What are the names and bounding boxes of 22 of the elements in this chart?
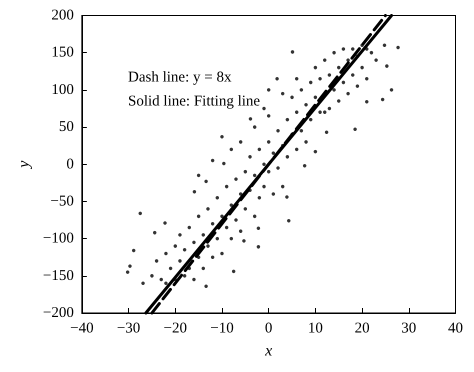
x-tick-label: 40: [448, 320, 463, 336]
y-tick-label: −100: [42, 230, 74, 247]
x-tick-label: −10: [210, 320, 234, 336]
x-tick-label: −20: [164, 320, 188, 336]
y-axis-title: y: [16, 160, 32, 170]
y-tick-label: −150: [42, 268, 74, 284]
y-tick-label: 0: [66, 156, 74, 172]
x-tick-label: 30: [401, 320, 416, 336]
annotation: Solid line: Fitting line: [128, 94, 260, 110]
x-axis-title: x: [264, 342, 272, 360]
x-tick-label: 0: [264, 320, 272, 336]
y-tick-label: −50: [50, 193, 74, 210]
x-tick-label: 20: [354, 320, 370, 336]
annotation: Dash line: y = 8x: [128, 70, 232, 86]
y-tick-label: 150: [51, 44, 74, 61]
y-tick-label: 100: [51, 82, 74, 98]
x-tick-label: 10: [308, 320, 323, 336]
y-tick-label: 200: [51, 8, 74, 24]
y-tick-label: 50: [58, 119, 74, 136]
x-tick-label: −30: [116, 320, 140, 336]
y-tick-label: −200: [42, 305, 74, 321]
x-tick-label: −40: [70, 320, 94, 336]
